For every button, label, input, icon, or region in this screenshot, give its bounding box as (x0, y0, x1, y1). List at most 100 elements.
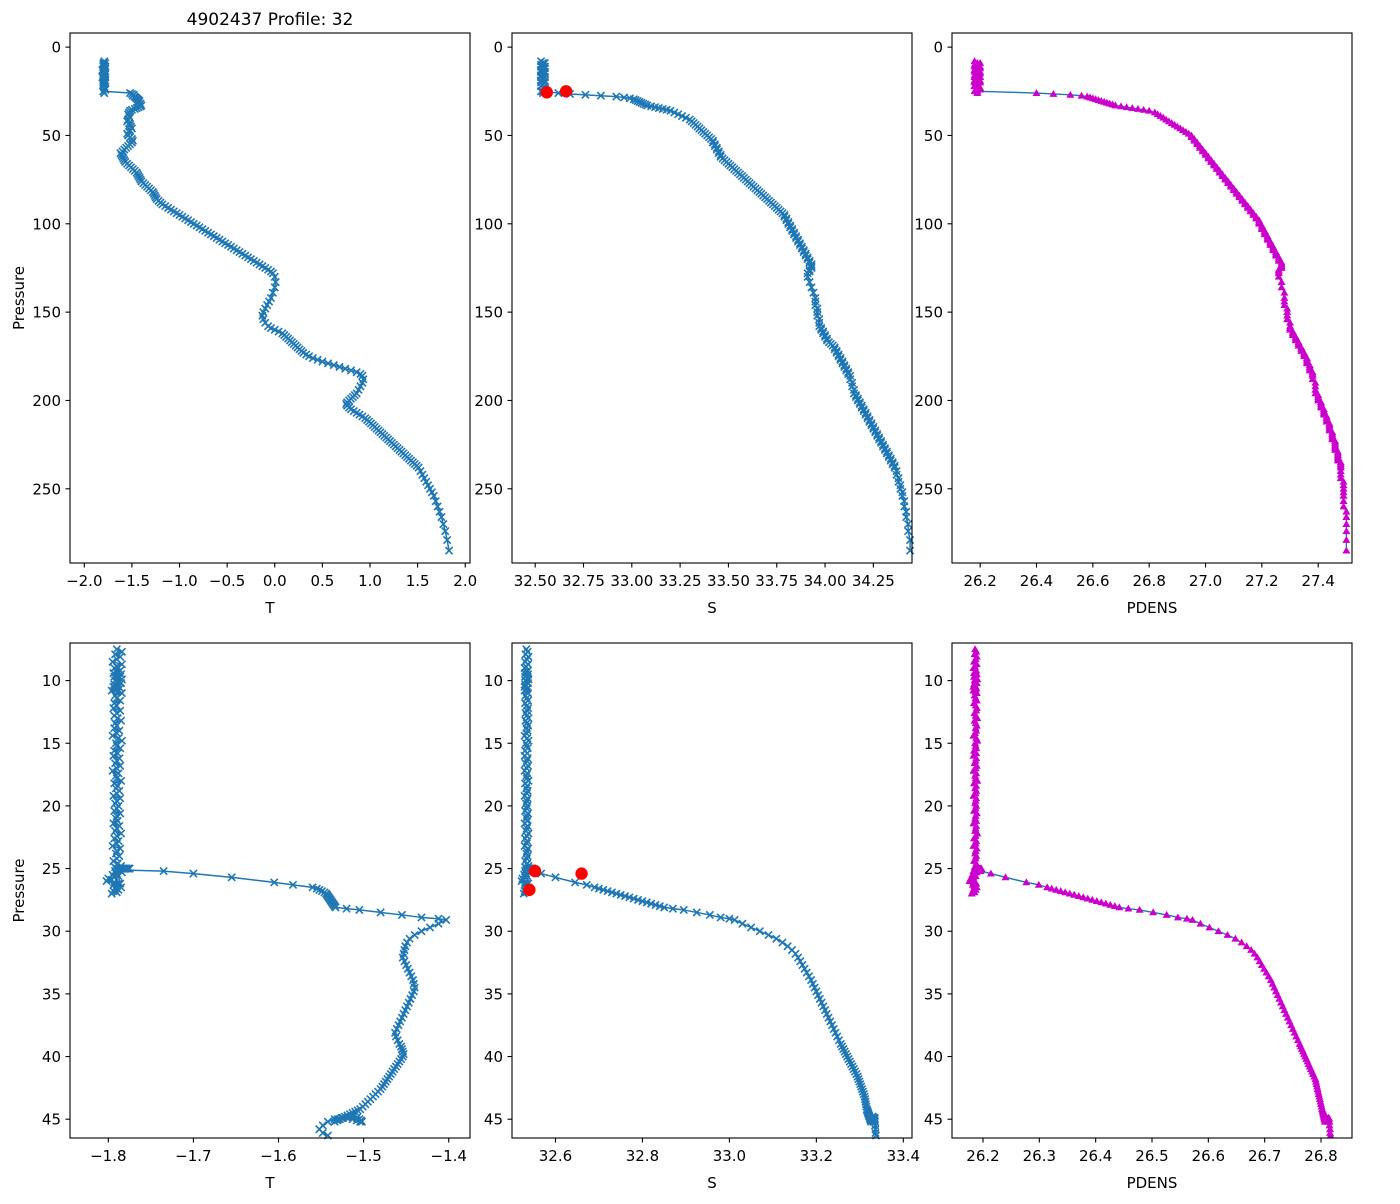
x-tick-label: 26.2 (963, 572, 996, 590)
y-tick-label: 15 (924, 735, 943, 753)
series-line-pdens (973, 60, 1348, 552)
x-tick-label: 33.4 (887, 1147, 920, 1165)
series-line-pdens (968, 648, 1332, 1137)
y-tick-label: 0 (51, 39, 61, 57)
x-tick-label: 34.25 (852, 572, 895, 590)
series-markers-s (536, 57, 915, 555)
axes-frame (69, 642, 471, 1139)
x-tick-label: 33.75 (755, 572, 798, 590)
y-tick-label: 200 (474, 392, 503, 410)
x-tick-label: 26.6 (1076, 572, 1109, 590)
y-tick-label: 20 (924, 797, 943, 815)
series-markers-t (98, 57, 454, 555)
x-axis-label: PDENS (1127, 1174, 1178, 1192)
x-tick-label: 32.8 (626, 1147, 659, 1165)
panel-top-salinity: 32.50 32.75 33.00 33.25 33.50 33.75 34.00 34.25… (450, 7, 920, 629)
x-tick-label: 26.7 (1248, 1147, 1281, 1165)
x-tick-label: 0.0 (263, 572, 287, 590)
x-tick-label: 33.0 (713, 1147, 746, 1165)
axes-frame (951, 642, 1353, 1139)
y-tick-label: 200 (914, 392, 943, 410)
x-tick-label: 1.5 (406, 572, 430, 590)
y-tick-label: 100 (914, 215, 943, 233)
y-tick-label: 250 (32, 480, 61, 498)
x-tick-label: 33.50 (707, 572, 750, 590)
y-tick-label: 35 (42, 985, 61, 1003)
series-line-s (540, 60, 911, 552)
y-tick-label: 100 (474, 215, 503, 233)
y-tick-label: 35 (484, 985, 503, 1003)
y-tick-label: 50 (42, 127, 61, 145)
y-tick-label: 10 (924, 672, 943, 690)
x-tick-label: −1.5 (114, 572, 150, 590)
x-tick-label: −1.7 (175, 1147, 211, 1165)
flagged-points (523, 864, 588, 897)
y-tick-label: 100 (32, 215, 61, 233)
y-tick-label: 10 (42, 672, 61, 690)
y-tick-label: 250 (914, 480, 943, 498)
y-tick-label: 30 (42, 923, 61, 941)
figure-title: 4902437 Profile: 32 (187, 10, 354, 30)
x-tick-label: 34.00 (804, 572, 847, 590)
y-tick-label: 25 (42, 860, 61, 878)
x-tick-label: 1.0 (358, 572, 382, 590)
y-tick-label: 15 (42, 735, 61, 753)
y-tick-label: 30 (924, 923, 943, 941)
x-tick-label: 26.3 (1023, 1147, 1056, 1165)
y-tick-label: 45 (42, 1111, 61, 1129)
x-axis-label: S (707, 599, 717, 617)
x-tick-label: 26.8 (1304, 1147, 1337, 1165)
x-tick-label: 27.4 (1301, 572, 1334, 590)
x-tick-label: 27.2 (1245, 572, 1278, 590)
x-tick-label: 33.00 (610, 572, 653, 590)
y-tick-label: 0 (493, 39, 503, 57)
y-tick-label: 50 (484, 127, 503, 145)
series-markers-s (517, 645, 881, 1140)
y-tick-label: 40 (42, 1048, 61, 1066)
series-markers-pdens (965, 645, 1335, 1139)
y-tick-label: 150 (914, 304, 943, 322)
y-tick-label: 45 (924, 1111, 943, 1129)
x-tick-label: 26.2 (966, 1147, 999, 1165)
y-tick-label: 250 (474, 480, 503, 498)
axes-frame (511, 642, 913, 1139)
x-tick-label: −1.0 (161, 572, 197, 590)
panel-bottom-temperature: −1.8 −1.7 −1.6 −1.5 −1.4 10 15 20 25 30 35 40 45 T Pre… (8, 617, 478, 1204)
series-line-s (520, 648, 877, 1137)
y-tick-label: 150 (32, 304, 61, 322)
panel-bottom-salinity: 32.6 32.8 33.0 33.2 33.4 10 15 20 25 30 35 40 45 S (450, 617, 920, 1204)
y-tick-label: 35 (924, 985, 943, 1003)
x-tick-label: 26.6 (1192, 1147, 1225, 1165)
series-markers-t (102, 645, 451, 1140)
x-tick-label: 32.6 (539, 1147, 572, 1165)
x-tick-label: 32.75 (562, 572, 605, 590)
y-tick-label: 45 (484, 1111, 503, 1129)
panel-top-pdens: 26.2 26.4 26.6 26.8 27.0 27.2 27.4 0 50 100 150 200… (890, 7, 1360, 629)
x-tick-label: 0.5 (310, 572, 334, 590)
panel-bottom-pdens: 26.2 26.3 26.4 26.5 26.6 26.7 26.8 10 15 20 25 30 35… (890, 617, 1360, 1204)
y-axis-label: Pressure (10, 266, 28, 330)
x-tick-label: 2.0 (453, 572, 477, 590)
y-tick-label: 0 (933, 39, 943, 57)
x-axis-label: T (264, 1174, 275, 1192)
x-tick-label: 27.0 (1189, 572, 1222, 590)
panel-top-temperature: 4902437 Profile: 32 −2.0 −1.5 −1.0 −0.5 0.0 0.… (8, 7, 478, 629)
x-axis-label: PDENS (1127, 599, 1178, 617)
axes-frame (511, 32, 913, 564)
x-tick-label: −1.4 (431, 1147, 467, 1165)
y-tick-label: 20 (42, 797, 61, 815)
axes-frame (951, 32, 1353, 564)
y-tick-label: 40 (484, 1048, 503, 1066)
x-tick-label: 26.5 (1135, 1147, 1168, 1165)
y-tick-label: 15 (484, 735, 503, 753)
series-markers-pdens (970, 57, 1351, 554)
flagged-points (540, 85, 573, 99)
y-tick-label: 150 (474, 304, 503, 322)
y-tick-label: 50 (924, 127, 943, 145)
x-axis-label: T (264, 599, 275, 617)
x-tick-label: 33.2 (800, 1147, 833, 1165)
y-tick-label: 25 (484, 860, 503, 878)
y-tick-label: 200 (32, 392, 61, 410)
y-tick-label: 25 (924, 860, 943, 878)
